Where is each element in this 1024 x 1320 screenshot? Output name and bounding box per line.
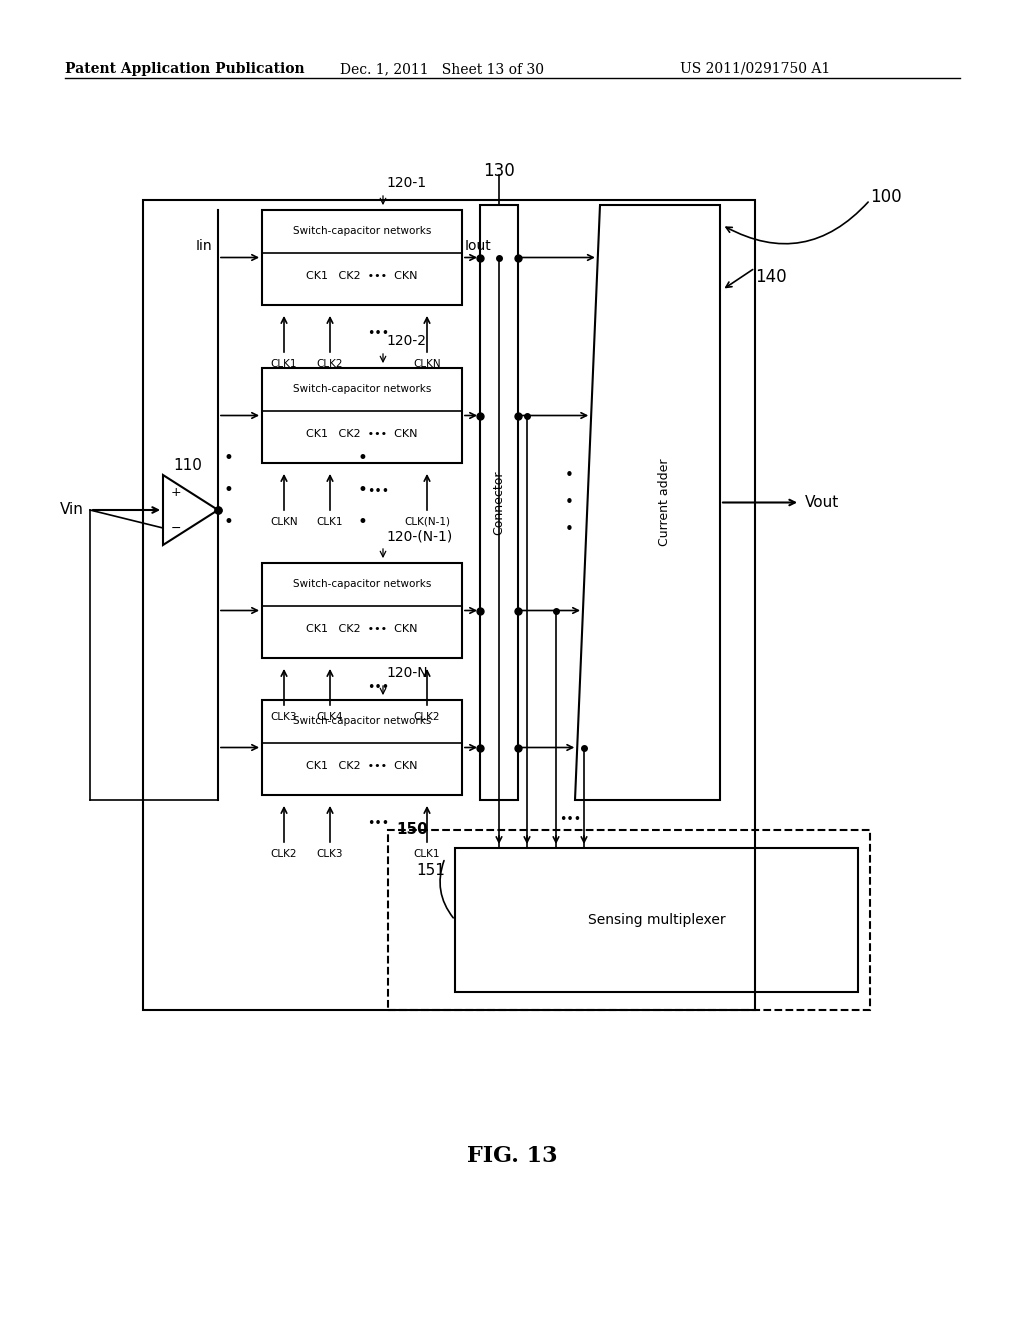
Bar	[480, 205, 518, 800]
Text: Switch-capacitor networks: Switch-capacitor networks	[293, 226, 431, 236]
Text: CLKN: CLKN	[414, 359, 440, 370]
Text: •
•
•: • • •	[223, 449, 232, 531]
Text: •••: •••	[559, 813, 581, 826]
Text: Switch-capacitor networks: Switch-capacitor networks	[293, 384, 431, 395]
Text: 130: 130	[483, 162, 515, 180]
Text: 110: 110	[173, 458, 202, 473]
Text: Iout: Iout	[465, 239, 492, 253]
Text: Vin: Vin	[60, 503, 84, 517]
Text: 100: 100	[870, 187, 901, 206]
Text: +: +	[171, 486, 181, 499]
Text: 150: 150	[396, 822, 428, 837]
Text: 151: 151	[416, 863, 445, 878]
Text: 120-2: 120-2	[386, 334, 426, 348]
Bar	[262, 368, 462, 463]
Text: CK1   CK2  •••  CKN: CK1 CK2 ••• CKN	[306, 760, 418, 771]
Text: 140: 140	[755, 268, 786, 286]
Text: •••: •••	[368, 327, 389, 341]
Bar	[455, 847, 858, 993]
Text: CLK3: CLK3	[316, 849, 343, 859]
Text: US 2011/0291750 A1: US 2011/0291750 A1	[680, 62, 830, 77]
Bar	[262, 210, 462, 305]
Text: CLK1: CLK1	[414, 849, 440, 859]
Bar	[388, 830, 870, 1010]
Text: •••: •••	[368, 817, 389, 830]
Text: Dec. 1, 2011   Sheet 13 of 30: Dec. 1, 2011 Sheet 13 of 30	[340, 62, 544, 77]
Text: CLK4: CLK4	[316, 711, 343, 722]
Text: 120-N: 120-N	[386, 667, 428, 680]
Text: CLK(N-1): CLK(N-1)	[404, 517, 450, 527]
Text: Sensing multiplexer: Sensing multiplexer	[588, 913, 725, 927]
Text: CK1   CK2  •••  CKN: CK1 CK2 ••• CKN	[306, 429, 418, 438]
Text: Patent Application Publication: Patent Application Publication	[65, 62, 304, 77]
Text: CLK3: CLK3	[270, 711, 297, 722]
Text: Switch-capacitor networks: Switch-capacitor networks	[293, 717, 431, 726]
Text: CLK1: CLK1	[316, 517, 343, 527]
Text: Switch-capacitor networks: Switch-capacitor networks	[293, 579, 431, 589]
Text: CK1   CK2  •••  CKN: CK1 CK2 ••• CKN	[306, 271, 418, 281]
Text: •••: •••	[368, 486, 389, 499]
Text: CLK1: CLK1	[270, 359, 297, 370]
Text: CLK2: CLK2	[316, 359, 343, 370]
Text: CLKN: CLKN	[270, 517, 298, 527]
Text: CLK2: CLK2	[270, 849, 297, 859]
Text: Iin: Iin	[196, 239, 212, 252]
Text: Current adder: Current adder	[658, 459, 672, 546]
Text: •
•
•: • • •	[564, 469, 573, 537]
Text: FIG. 13: FIG. 13	[467, 1144, 557, 1167]
Text: Vout: Vout	[805, 495, 840, 510]
Text: 120-(N-1): 120-(N-1)	[386, 529, 453, 543]
Text: 120-1: 120-1	[386, 176, 426, 190]
Text: CLK2: CLK2	[414, 711, 440, 722]
Bar	[143, 201, 755, 1010]
Text: Connector: Connector	[493, 470, 506, 535]
Bar	[262, 564, 462, 657]
Text: −: −	[171, 521, 181, 535]
Text: CK1   CK2  •••  CKN: CK1 CK2 ••• CKN	[306, 624, 418, 634]
Text: •••: •••	[368, 681, 389, 693]
Text: •
•
•: • • •	[357, 449, 367, 531]
Bar	[262, 700, 462, 795]
